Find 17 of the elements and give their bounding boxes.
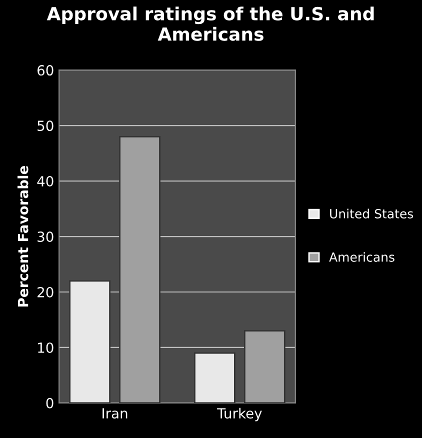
y-tick-label: 10 [38,342,54,353]
y-tick-label: 40 [37,176,54,187]
bar [244,330,286,403]
bar [194,352,236,403]
bar [69,280,110,403]
y-axis-title: Percent Favorable [18,166,28,306]
legend-label: United States [330,208,414,218]
y-tick-label: 20 [38,286,54,298]
chart-title: Approval ratings of the U.S. and Americans [46,6,374,41]
y-tick-label: 0 [46,398,54,408]
bar [119,136,160,403]
y-tick-label: 50 [38,120,54,132]
x-tick-label: Iran [102,408,128,419]
y-tick-label: 30 [38,231,54,242]
y-tick-label: 60 [38,65,54,76]
x-tick-label: Turkey [217,408,262,422]
legend-label: Americans [329,252,394,262]
